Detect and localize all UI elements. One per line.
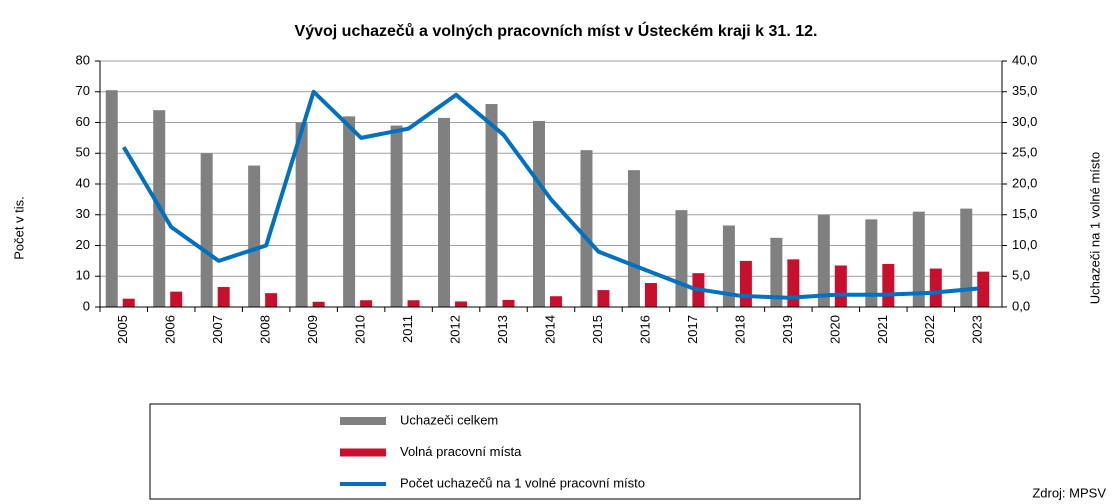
x-tick-label: 2007 (210, 315, 225, 344)
bar (834, 265, 847, 307)
x-tick-label: 2021 (875, 315, 890, 344)
bar (455, 301, 468, 307)
y-axis-label: Počet v tis. (11, 196, 26, 260)
y-tick-label: 80 (76, 52, 90, 67)
x-tick-label: 2014 (542, 315, 557, 344)
bar (407, 300, 420, 307)
bar (722, 225, 735, 307)
y-tick-label: 10 (76, 268, 90, 283)
bar (248, 165, 261, 307)
bar (675, 210, 688, 307)
bar (217, 287, 230, 307)
line (122, 89, 979, 300)
bar (580, 150, 593, 307)
x-tick-label: 2012 (447, 315, 462, 344)
y-tick-label: 30 (76, 206, 90, 221)
legend-label: Počet uchazečů na 1 volné pracovní místo (400, 475, 645, 490)
x-tick-label: 2009 (305, 315, 320, 344)
y2-tick-label: 35,0 (1012, 83, 1037, 98)
bar (739, 260, 752, 307)
bar (485, 104, 498, 307)
x-tick-label: 2016 (637, 315, 652, 344)
bar (770, 237, 783, 307)
y-tick-label: 20 (76, 237, 90, 252)
bar (390, 125, 403, 307)
bar (502, 299, 515, 307)
legend-swatch (340, 448, 386, 457)
x-tick-label: 2017 (685, 315, 700, 344)
x-tick-label: 2020 (827, 315, 842, 344)
bar (170, 291, 183, 307)
x-tick-label: 2022 (922, 315, 937, 344)
bar (817, 214, 830, 307)
y2-tick-label: 40,0 (1012, 52, 1037, 67)
bar (312, 301, 325, 307)
bar (960, 208, 973, 307)
x-tick-label: 2023 (970, 315, 985, 344)
y-tick-label: 70 (76, 83, 90, 98)
bar (360, 300, 373, 307)
legend-label: Volná pracovní místa (400, 444, 522, 459)
y2-tick-label: 30,0 (1012, 114, 1037, 129)
y2-tick-label: 25,0 (1012, 145, 1037, 160)
x-tick-label: 2005 (115, 315, 130, 344)
y2-tick-label: 10,0 (1012, 237, 1037, 252)
y2-tick-label: 20,0 (1012, 175, 1037, 190)
legend-box (149, 403, 861, 500)
bar (912, 211, 925, 307)
bar (627, 170, 640, 307)
bar (265, 293, 278, 307)
x-tick-label: 2011 (400, 315, 415, 343)
y2-tick-label: 5,0 (1012, 268, 1030, 283)
source: Zdroj: MPSV (1032, 485, 1106, 500)
bar (865, 219, 878, 307)
legend-swatch (340, 417, 386, 425)
bar (550, 296, 562, 307)
bar (882, 263, 895, 307)
x-tick-label: 2019 (780, 315, 795, 344)
y-tick-label: 40 (76, 175, 90, 190)
bar (105, 90, 118, 308)
bar (929, 268, 942, 307)
x-tick-label: 2018 (732, 315, 747, 344)
x-tick-label: 2006 (163, 315, 178, 344)
x-tick-label: 2010 (353, 315, 368, 344)
y2-tick-label: 15,0 (1012, 206, 1037, 221)
bar (438, 117, 451, 307)
bar (644, 283, 657, 307)
bar (787, 259, 800, 307)
x-tick-label: 2013 (495, 315, 510, 344)
bar (977, 271, 990, 307)
y-tick-label: 60 (76, 114, 90, 129)
bar (200, 153, 213, 307)
y2-axis-label: Uchazeči na 1 volné místo (1087, 152, 1102, 304)
y-tick-label: 0 (83, 298, 90, 313)
legend-label: Uchazeči celkem (400, 412, 498, 427)
bar (533, 120, 545, 308)
bar (597, 290, 610, 307)
chart-title: Vývoj uchazečů a volných pracovních míst… (295, 21, 818, 40)
x-tick-label: 2015 (590, 315, 605, 344)
x-tick-label: 2008 (258, 315, 273, 344)
bar (295, 122, 308, 307)
bar (122, 298, 135, 307)
y2-tick-label: 0,0 (1012, 298, 1030, 313)
bar (343, 116, 356, 307)
y-tick-label: 50 (76, 145, 90, 160)
